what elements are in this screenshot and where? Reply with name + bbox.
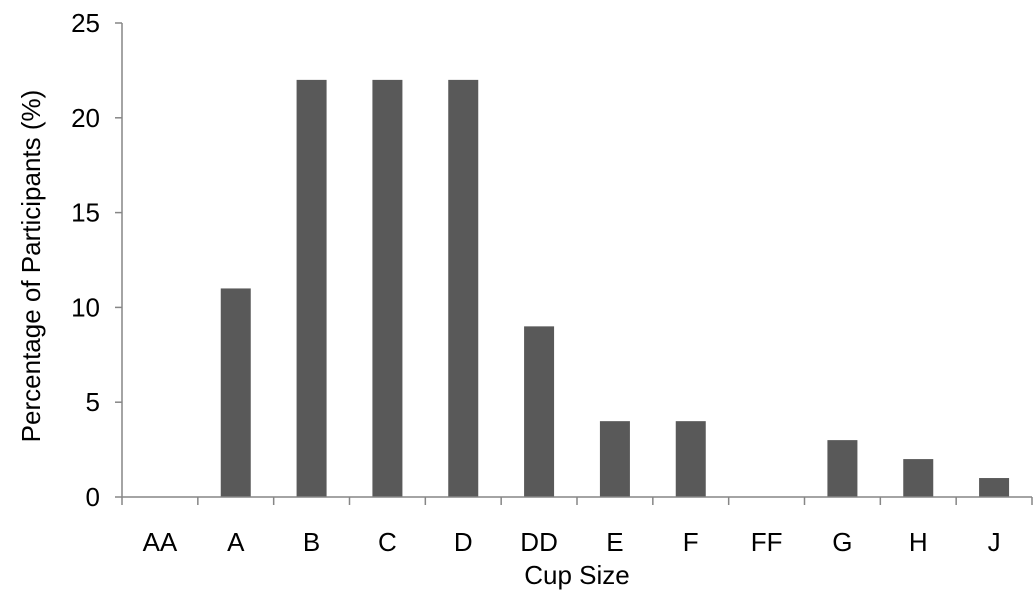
bar-a [220,288,251,497]
y-tick-label: 25 [71,8,100,38]
x-tick-label: F [683,527,699,557]
x-tick-label: A [227,527,245,557]
x-tick-label: J [988,527,1001,557]
x-tick-label: D [454,527,473,557]
x-tick-label: G [832,527,852,557]
bar-f [675,421,706,497]
axes-group [115,22,1033,505]
y-tick-label: 20 [71,103,100,133]
x-tick-label: FF [751,527,783,557]
y-tick-label: 10 [71,292,100,322]
bar-e [599,421,630,497]
bar-b [296,79,327,497]
y-tick-label: 15 [71,198,100,228]
bar-h [903,459,934,497]
x-tick-label: DD [520,527,558,557]
y-tick-label: 0 [86,482,100,512]
bar-d [448,79,479,497]
bar-c [372,79,403,497]
x-axis-title: Cup Size [524,560,630,590]
bar-g [827,440,858,497]
x-tick-label: AA [143,527,178,557]
y-tick-label: 5 [86,387,100,417]
x-tick-label: C [378,527,397,557]
bar-j [979,478,1010,497]
x-tick-label: H [909,527,928,557]
x-tick-label: B [303,527,320,557]
bar-dd [524,326,555,497]
bars-group [220,79,1010,497]
y-axis-title: Percentage of Participants (%) [16,90,46,443]
x-tick-label: E [606,527,623,557]
